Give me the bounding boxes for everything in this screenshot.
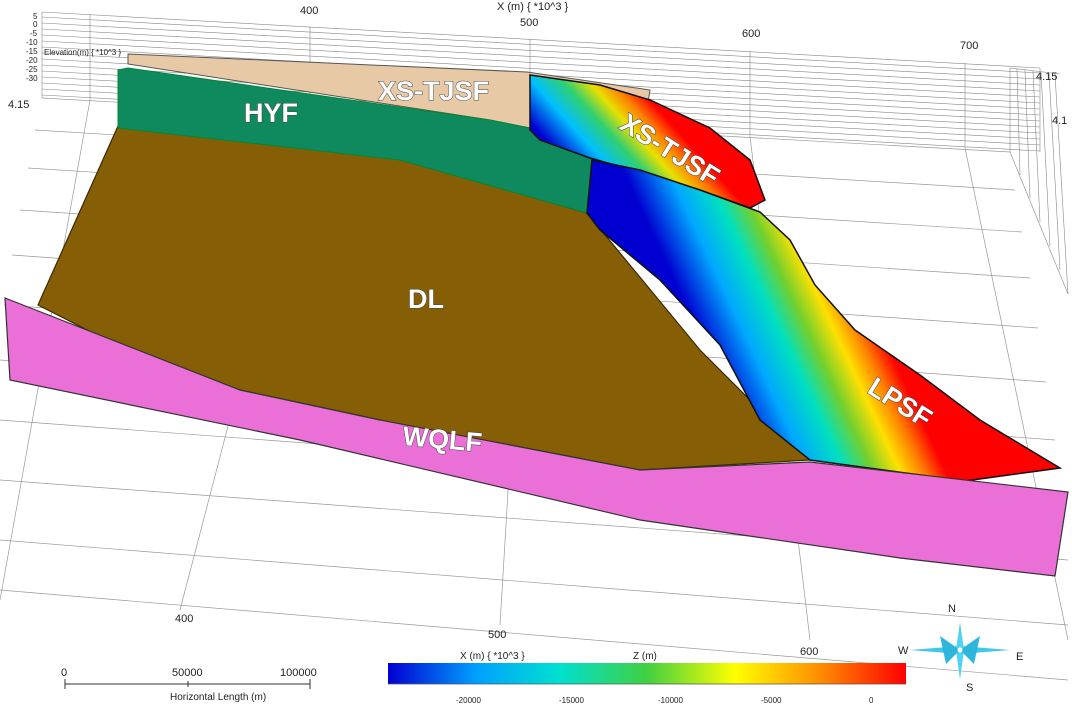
color-legend-tick: -10000: [658, 696, 683, 705]
color-legend-title-z: Z (m): [633, 651, 657, 662]
bottom-axis-tick-500: 500: [488, 629, 506, 641]
color-legend-tick: -20000: [456, 696, 481, 705]
scale-tick: 100000: [280, 667, 317, 679]
compass-north: N: [948, 603, 956, 615]
elevation-tick: -20: [26, 56, 38, 65]
color-legend-title-x: X (m) { *10^3 }: [460, 651, 525, 662]
compass-rose-icon: N S W E: [898, 603, 1023, 694]
elevation-tick: -10: [26, 38, 38, 47]
color-legend: X (m) { *10^3 } Z (m) -20000 -15000 -100…: [388, 651, 906, 705]
scale-bar: 0 50000 100000 Horizontal Length (m): [61, 667, 317, 703]
top-axis-tick-700: 700: [960, 40, 978, 52]
elevation-tick: -5: [30, 29, 38, 38]
elevation-tick: -30: [26, 74, 38, 83]
bottom-axis-tick-600: 600: [800, 646, 818, 658]
color-legend-tick: 0: [869, 696, 874, 705]
elevation-tick: -15: [26, 47, 38, 56]
color-legend-bar: [388, 663, 906, 684]
wqlf-label: WQLF: [401, 421, 483, 458]
side-wall-grid: [1009, 67, 1069, 295]
top-axis-tick-500: 500: [520, 17, 538, 29]
elevation-axis: 5 0 -5 -10 -15 -20 -25 -30 Elevation(m) …: [26, 12, 121, 83]
color-legend-tick: -5000: [761, 696, 782, 705]
xs-tjsf-block-label: XS-TJSF: [378, 76, 489, 106]
scale-tick: 0: [61, 667, 67, 679]
color-legend-tick: -15000: [559, 696, 584, 705]
compass-east: E: [1016, 651, 1023, 663]
lpsf-fault-surface: [586, 159, 1063, 482]
elevation-axis-title: Elevation(m) { *10^3 }: [44, 48, 121, 57]
compass-west: W: [898, 645, 909, 657]
scale-tick: 50000: [172, 667, 203, 679]
elevation-tick: 5: [33, 12, 38, 21]
hyf-label: HYF: [244, 98, 298, 128]
top-axis-tick-600: 600: [742, 28, 760, 40]
dl-label: DL: [408, 284, 444, 314]
elevation-tick: -25: [26, 65, 38, 74]
compass-south: S: [966, 682, 973, 694]
side-axis-tick: 4.15: [1036, 71, 1057, 83]
elevation-tick: 0: [33, 20, 38, 29]
wqlf-region: [4, 297, 1069, 577]
side-axis-left-tick: 4.15: [8, 99, 29, 111]
top-axis-tick-400: 400: [300, 5, 318, 17]
bottom-axis-tick-400: 400: [175, 613, 193, 625]
top-axis-title: X (m) { *10^3 }: [497, 1, 569, 13]
scale-label: Horizontal Length (m): [170, 692, 266, 703]
side-axis-tick: 4.1: [1052, 115, 1067, 127]
